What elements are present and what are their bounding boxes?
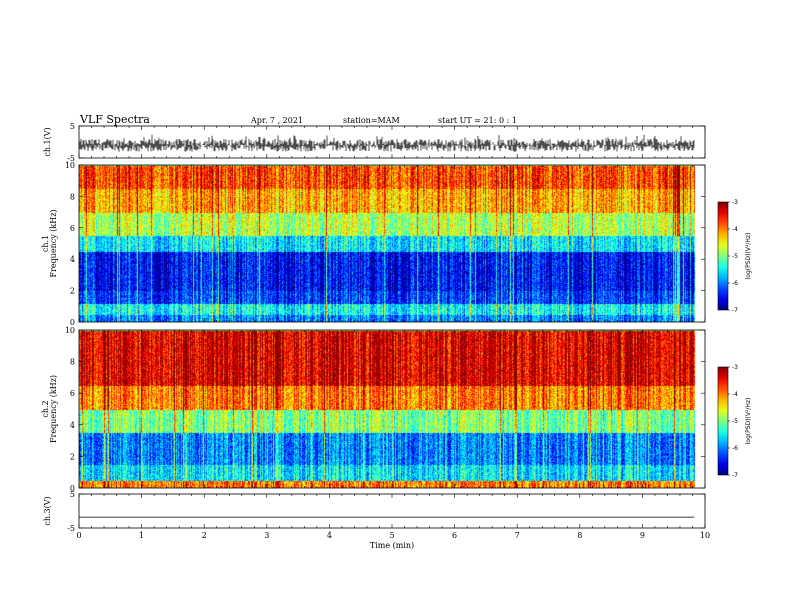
- ch1-spectrogram-panel: -3 -4 -5 -6 -7 log(PSD)(V²/Hz) 0 2 4 6 8 10 Frequenc…: [41, 161, 752, 327]
- ch2-spectrogram-colorbar: [717, 366, 729, 476]
- y-axis-label: Frequency (kHz): [49, 375, 58, 443]
- x-tick-label: 1: [139, 531, 144, 540]
- y-tick-label: 0: [70, 318, 75, 327]
- ch1-waveform-panel: 5 -5 ch.1(V): [43, 122, 706, 163]
- colorbar-tick-label: -5: [732, 418, 738, 425]
- ch1-waveform-trace: [79, 134, 695, 152]
- y-tick-label: 5: [70, 122, 75, 131]
- x-tick-label: 6: [452, 531, 457, 540]
- y-tick-label: 8: [70, 358, 75, 367]
- y-axis-label: ch.3(V): [43, 496, 52, 525]
- x-tick-label: 10: [700, 531, 710, 540]
- ch1-spectrogram-image: [79, 165, 705, 322]
- y-tick-label: 10: [65, 161, 75, 170]
- y-tick-label: 4: [70, 421, 75, 430]
- colorbar-tick-label: -4: [732, 226, 738, 233]
- y-tick-label: 2: [70, 287, 75, 296]
- colorbar-tick-label: -6: [732, 445, 738, 452]
- y-tick-label: 10: [65, 326, 75, 335]
- colorbar-tick-label: -7: [732, 307, 738, 314]
- ch3-waveform-panel: 5 -5 ch.3(V): [43, 490, 706, 533]
- x-axis-label: Time (min): [370, 541, 414, 550]
- colorbar-tick-label: -3: [732, 364, 738, 371]
- x-tick-label: 2: [202, 531, 207, 540]
- y-tick-label: 8: [70, 192, 75, 201]
- panels: 5 -5 ch.1(V) -3 -4 -5 -6 -7 log(PSD)(V²/Hz) 0 2 4 6 8…: [41, 122, 752, 550]
- x-tick-label: 8: [577, 531, 582, 540]
- y-tick-label: 5: [70, 490, 75, 499]
- x-tick-label: 9: [640, 531, 645, 540]
- x-tick-label: 5: [389, 531, 394, 540]
- y-axis-label: Frequency (kHz): [49, 209, 58, 277]
- colorbar-tick-label: -3: [732, 199, 738, 206]
- x-tick-label: 3: [264, 531, 269, 540]
- y-tick-label: -5: [67, 154, 75, 163]
- x-tick-label: 7: [515, 531, 520, 540]
- colorbar-label: log(PSD)(V²/Hz): [745, 398, 752, 445]
- y-tick-label: 6: [70, 389, 75, 398]
- colorbar-label: log(PSD)(V²/Hz): [745, 233, 752, 280]
- date-label: Apr. 7 , 2021: [250, 116, 303, 125]
- ch2-spectrogram-image: [79, 330, 705, 488]
- figure-title: VLF Spectra: [79, 113, 150, 126]
- start-time-label: start UT = 21: 0 : 1: [438, 116, 517, 125]
- colorbar-tick-label: -4: [732, 391, 738, 398]
- colorbar-tick-label: -6: [732, 280, 738, 287]
- y-tick-label: 4: [70, 255, 75, 264]
- y-axis-label: ch.1(V): [43, 127, 52, 156]
- y-tick-label: 0: [70, 484, 75, 493]
- x-tick-label: 4: [327, 531, 332, 540]
- y-axis-label-channel: ch.2: [41, 400, 50, 417]
- station-label: station=MAM: [343, 116, 400, 125]
- ch3-waveform-frame: [78, 493, 706, 529]
- colorbar-tick-label: -7: [732, 472, 738, 479]
- ch2-spectrogram-panel: -3 -4 -5 -6 -7 log(PSD)(V²/Hz) 0 2 4 6 8 10 Frequenc…: [41, 326, 752, 493]
- colorbar-tick-label: -5: [732, 253, 738, 260]
- y-axis-label-channel: ch.1: [41, 235, 50, 252]
- y-tick-label: 6: [70, 224, 75, 233]
- y-tick-label: -5: [67, 524, 75, 533]
- y-tick-label: 2: [70, 452, 75, 461]
- ch1-spectrogram-colorbar: [717, 201, 729, 311]
- x-tick-label: 0: [76, 531, 81, 540]
